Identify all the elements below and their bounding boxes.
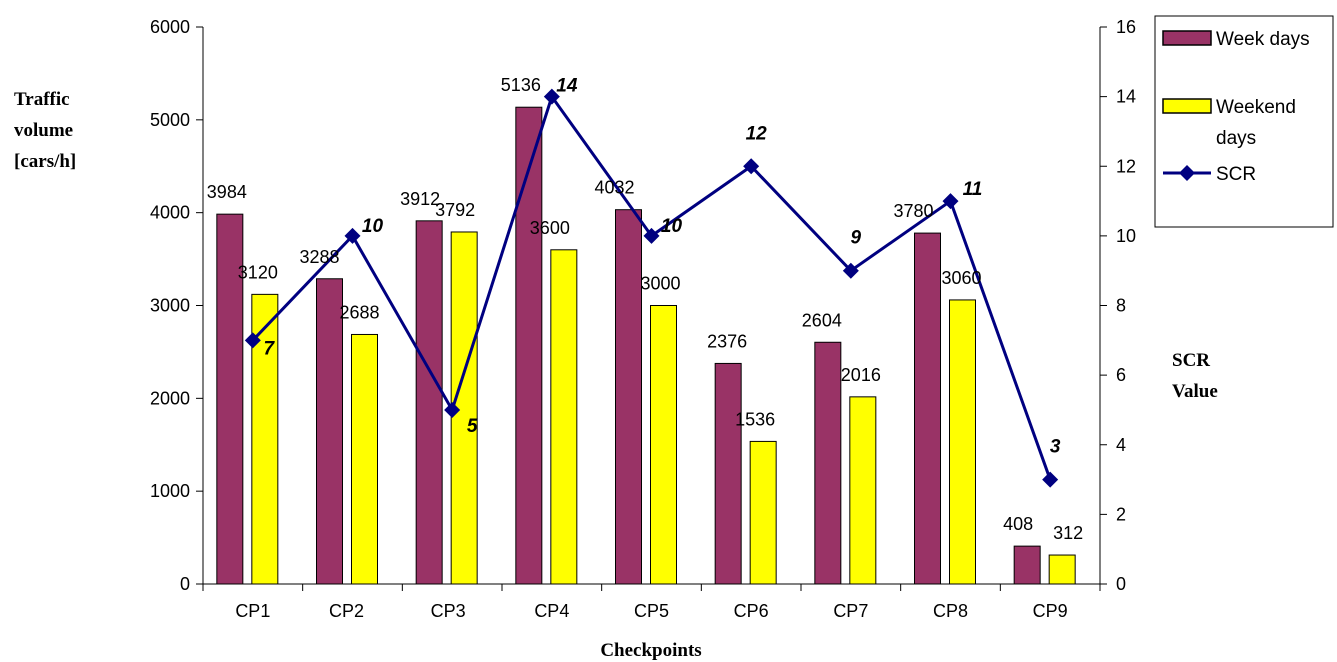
data-label-weekend-days-cp1: 3120 [238,262,278,282]
x-tick-label-cp1: CP1 [235,601,270,621]
scr-label-cp9: 3 [1050,437,1061,458]
y-axis-title-line-3: [cars/h] [14,151,76,172]
x-tick-label-cp5: CP5 [634,601,669,621]
y2-tick-label-8: 8 [1116,296,1126,316]
legend-label-week-days: Week days [1216,29,1310,50]
scr-label-cp8: 11 [963,179,983,200]
bar-weekend-days-cp9 [1048,554,1076,585]
y2-axis-title-line-2: Value [1172,381,1218,402]
y2-tick-label-0: 0 [1116,574,1126,594]
y2-tick-label-4: 4 [1116,435,1126,455]
data-label-weekend-days-cp6: 1536 [735,409,775,429]
bar-weekend-days-cp8 [949,299,976,585]
data-label-week-days-cp2: 3288 [299,247,339,267]
y2-tick-label-14: 14 [1116,87,1136,107]
bar-weekend-days-cp6 [749,440,777,585]
y2-tick-label-6: 6 [1116,365,1126,385]
data-label-weekend-days-cp9: 312 [1053,523,1083,543]
scr-label-cp3: 5 [467,416,478,437]
data-label-weekend-days-cp7: 2016 [841,365,881,385]
y2-tick-label-2: 2 [1116,504,1126,524]
scr-marker-cp3 [444,401,461,418]
scr-marker-cp2 [344,227,361,244]
bar-week-days-cp6 [714,362,742,585]
data-label-weekend-days-cp3: 3792 [435,200,475,220]
legend: Week days Weekend days SCR [1154,15,1334,228]
data-label-week-days-cp1: 3984 [207,182,247,202]
scr-marker-cp4 [543,88,560,105]
data-label-week-days-cp7: 2604 [802,310,842,330]
y-tick-label-1000: 1000 [150,481,190,501]
x-tick-label-cp2: CP2 [329,601,364,621]
scr-marker-cp7 [842,262,859,279]
data-label-week-days-cp8: 3780 [893,201,933,221]
data-label-weekend-days-cp4: 3600 [530,218,570,238]
x-tick-label-cp4: CP4 [534,601,569,621]
bar-week-days-cp1 [216,213,244,585]
x-tick-label-cp3: CP3 [431,601,466,621]
data-label-week-days-cp4: 5136 [501,75,541,95]
scr-marker-cp9 [1042,471,1059,488]
scr-label-cp6: 12 [746,123,768,144]
x-axis-title: Checkpoints [600,640,701,661]
scr-label-cp5: 10 [661,216,683,237]
scr-marker-cp6 [743,158,760,175]
scr-label-cp2: 10 [362,216,384,237]
y2-tick-label-10: 10 [1116,226,1136,246]
legend-label-weekend-days-line-2: days [1216,128,1256,149]
x-tick-label-cp8: CP8 [933,601,968,621]
y2-tick-label-16: 16 [1116,17,1136,37]
data-label-weekend-days-cp5: 3000 [640,274,680,294]
bar-weekend-days-cp2 [351,333,378,585]
data-label-weekend-days-cp8: 3060 [941,268,981,288]
legend-frame [1154,15,1334,228]
data-label-week-days-cp6: 2376 [707,331,747,351]
scr-marker-cp5 [643,227,660,244]
y-tick-label-5000: 5000 [150,110,190,130]
y2-tick-label-12: 12 [1116,156,1136,176]
bar-weekend-days-cp4 [550,249,578,585]
bar-week-days-cp4 [515,106,543,585]
scr-marker-cp8 [942,193,959,210]
axes-layer: 0 1000 2000 3000 4000 5000 6000 0 2 4 6 8 10 12 14 16 CP… [150,17,1136,621]
bar-week-days-cp3 [415,220,443,585]
legend-swatch-weekend-days [1162,98,1212,114]
scr-line-layer [244,88,1059,488]
scr-marker-cp1 [244,332,261,349]
bar-weekend-days-cp5 [650,305,677,585]
y-tick-label-4000: 4000 [150,203,190,223]
x-tick-label-cp9: CP9 [1033,601,1068,621]
data-label-week-days-cp9: 408 [1003,514,1033,534]
x-tick-label-cp6: CP6 [734,601,769,621]
data-label-weekend-days-cp2: 2688 [339,302,379,322]
bar-week-days-cp8 [914,232,941,585]
legend-label-weekend-days-line-1: Weekend [1216,97,1296,118]
data-label-week-days-cp3: 3912 [400,189,440,209]
data-label-layer: 3984312032882688391237925136360040323000… [207,75,1083,543]
scr-label-cp4: 14 [556,76,578,97]
bar-week-days-cp2 [316,278,343,585]
legend-swatch-week-days [1162,30,1212,46]
bar-layer [216,106,1076,585]
y2-axis-title-line-1: SCR [1172,350,1210,371]
bar-week-days-cp5 [615,209,642,585]
scr-label-cp7: 9 [851,228,862,249]
x-tick-label-cp7: CP7 [833,601,868,621]
y-tick-label-2000: 2000 [150,388,190,408]
scr-label-cp1: 7 [264,338,276,359]
bar-week-days-cp9 [1013,545,1041,585]
legend-marker-scr [1179,165,1195,181]
bar-week-days-cp7 [814,341,842,585]
legend-label-scr: SCR [1216,164,1256,185]
data-label-week-days-cp5: 4032 [594,178,634,198]
y-axis-title-line-2: volume [14,120,73,141]
y-axis-title-line-1: Traffic [14,89,70,110]
y-tick-label-0: 0 [180,574,190,594]
y-tick-label-6000: 6000 [150,17,190,37]
bar-weekend-days-cp7 [849,396,877,585]
y-tick-label-3000: 3000 [150,296,190,316]
